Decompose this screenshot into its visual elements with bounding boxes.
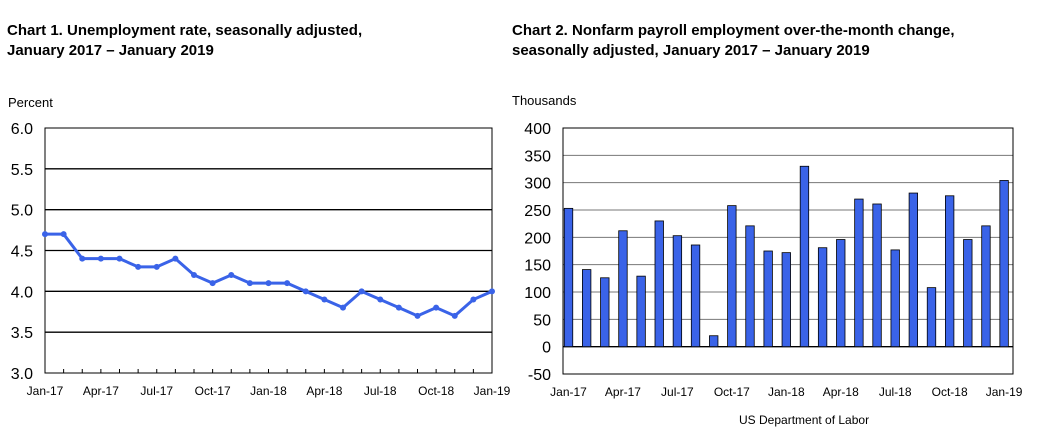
chart2-bar: [781, 252, 791, 348]
chart2-bar: [945, 195, 955, 348]
chart1-title: Chart 1. Unemployment rate, seasonally a…: [7, 21, 362, 61]
chart1-data-point: [60, 231, 67, 238]
chart1-title-line1: Chart 1. Unemployment rate, seasonally a…: [7, 22, 363, 39]
chart2-bar: [563, 207, 574, 348]
chart2-ytick-label: 200: [524, 230, 551, 247]
chart1-data-point: [451, 312, 458, 319]
chart2-bar: [817, 247, 828, 348]
chart1-xtick-label: Jul-17: [140, 384, 173, 398]
chart1-ytick-label: 5.5: [11, 162, 33, 179]
chart2-xtick-label: Jan-19: [986, 385, 1023, 399]
chart2-bar: [690, 244, 701, 348]
chart1-xtick-label: Jan-18: [250, 384, 287, 398]
chart2-bar: [908, 192, 918, 348]
chart1-ylabel: Percent: [8, 95, 53, 110]
chart2-bar: [854, 198, 864, 348]
chart1-title-line2: January 2017 – January 2019: [7, 42, 214, 59]
chart1-data-point: [42, 231, 48, 238]
chart1-data-point: [265, 280, 272, 287]
chart2-bar: [709, 335, 719, 348]
chart2-bar: [654, 220, 664, 348]
chart2-ylabel: Thousands: [512, 93, 577, 108]
chart2-ytick-label: 50: [533, 312, 551, 329]
chart1-data-point: [97, 255, 104, 262]
chart1-data-point: [321, 296, 328, 303]
chart1-data-point: [433, 304, 440, 311]
chart1-xtick-label: Jan-17: [27, 384, 64, 398]
chart2-title: Chart 2. Nonfarm payroll employment over…: [512, 21, 955, 61]
chart2-bar: [890, 249, 900, 348]
chart1-data-point: [489, 288, 495, 295]
chart2-bar: [999, 180, 1009, 348]
chart2-xtick-label: Jan-18: [768, 385, 805, 399]
chart1-ytick-label: 3.0: [11, 366, 33, 383]
chart2-ytick-label: 300: [524, 176, 551, 193]
chart1-data-point: [340, 304, 346, 311]
chart2-bar: [600, 277, 610, 348]
chart2-xtick-label: Apr-18: [823, 385, 859, 399]
chart2-title-line1: Chart 2. Nonfarm payroll employment over…: [512, 22, 955, 39]
chart1-data-point: [377, 296, 384, 303]
chart2-xtick-label: Apr-17: [605, 385, 641, 399]
chart1-xtick-label: Apr-18: [306, 384, 342, 398]
chart2-ytick-label: 250: [524, 203, 551, 220]
chart2-ytick-label: 100: [524, 285, 551, 302]
source-credit: US Department of Labor: [739, 413, 870, 427]
chart1-xtick-label: Oct-17: [195, 384, 231, 398]
chart1-data-point: [358, 288, 365, 295]
chart2-xtick-label: Oct-18: [932, 385, 968, 399]
chart2-xtick-label: Jul-17: [661, 385, 694, 399]
chart2-bar: [727, 205, 737, 348]
chart2-bar: [763, 250, 773, 348]
chart2-bar: [963, 239, 973, 348]
chart1-data-point: [302, 288, 309, 295]
chart1-xtick-label: Oct-18: [418, 384, 454, 398]
chart1-ytick-label: 4.5: [11, 244, 33, 261]
chart2-bar: [672, 235, 683, 348]
chart1-xtick-label: Jan-19: [474, 384, 511, 398]
chart1-ytick-label: 6.0: [11, 121, 33, 138]
chart2-xtick-label: Oct-17: [714, 385, 750, 399]
chart1-data-point: [209, 280, 216, 287]
chart1-data-point: [135, 263, 142, 270]
chart2-plot-frame: [562, 127, 1014, 375]
chart2-xtick-label: Jan-17: [550, 385, 587, 399]
chart1-ytick-label: 3.5: [11, 325, 33, 342]
chart2-bar: [981, 225, 991, 348]
chart1-data-point: [395, 304, 402, 311]
chart1-series-line: [45, 232, 493, 318]
chart2-bar: [799, 165, 810, 348]
chart2-title-line2: seasonally adjusted, January 2017 – Janu…: [512, 42, 870, 59]
chart1-data-point: [153, 263, 160, 270]
chart1-data-point: [246, 280, 253, 287]
chart2-ytick-label: 350: [524, 148, 551, 165]
chart2-bar: [836, 239, 846, 348]
chart2-bar: [745, 225, 755, 348]
chart2-bar: [872, 203, 882, 348]
chart2-bar: [636, 275, 646, 348]
chart1-ytick-label: 4.0: [11, 284, 33, 301]
chart1-data-point: [228, 272, 235, 278]
chart1-data-point: [470, 296, 477, 303]
chart2-ytick-label: -50: [528, 367, 551, 384]
chart2-bar: [618, 230, 628, 348]
chart1-data-point: [284, 280, 291, 287]
chart2-bar: [582, 269, 592, 348]
chart1-data-point: [116, 255, 123, 262]
chart1-xtick-label: Apr-17: [83, 384, 119, 398]
chart2-bar: [926, 287, 937, 348]
chart2-ytick-label: 0: [542, 340, 551, 357]
chart1-xtick-label: Jul-18: [364, 384, 397, 398]
chart1-data-point: [191, 272, 197, 278]
chart1-data-point: [79, 255, 86, 262]
chart2-xtick-label: Jul-18: [879, 385, 912, 399]
chart2-ytick-label: 400: [524, 121, 551, 138]
chart1-data-point: [414, 312, 421, 319]
chart1-data-point: [172, 255, 179, 262]
chart2-ytick-label: 150: [524, 258, 551, 275]
chart1-ytick-label: 5.0: [11, 203, 33, 220]
